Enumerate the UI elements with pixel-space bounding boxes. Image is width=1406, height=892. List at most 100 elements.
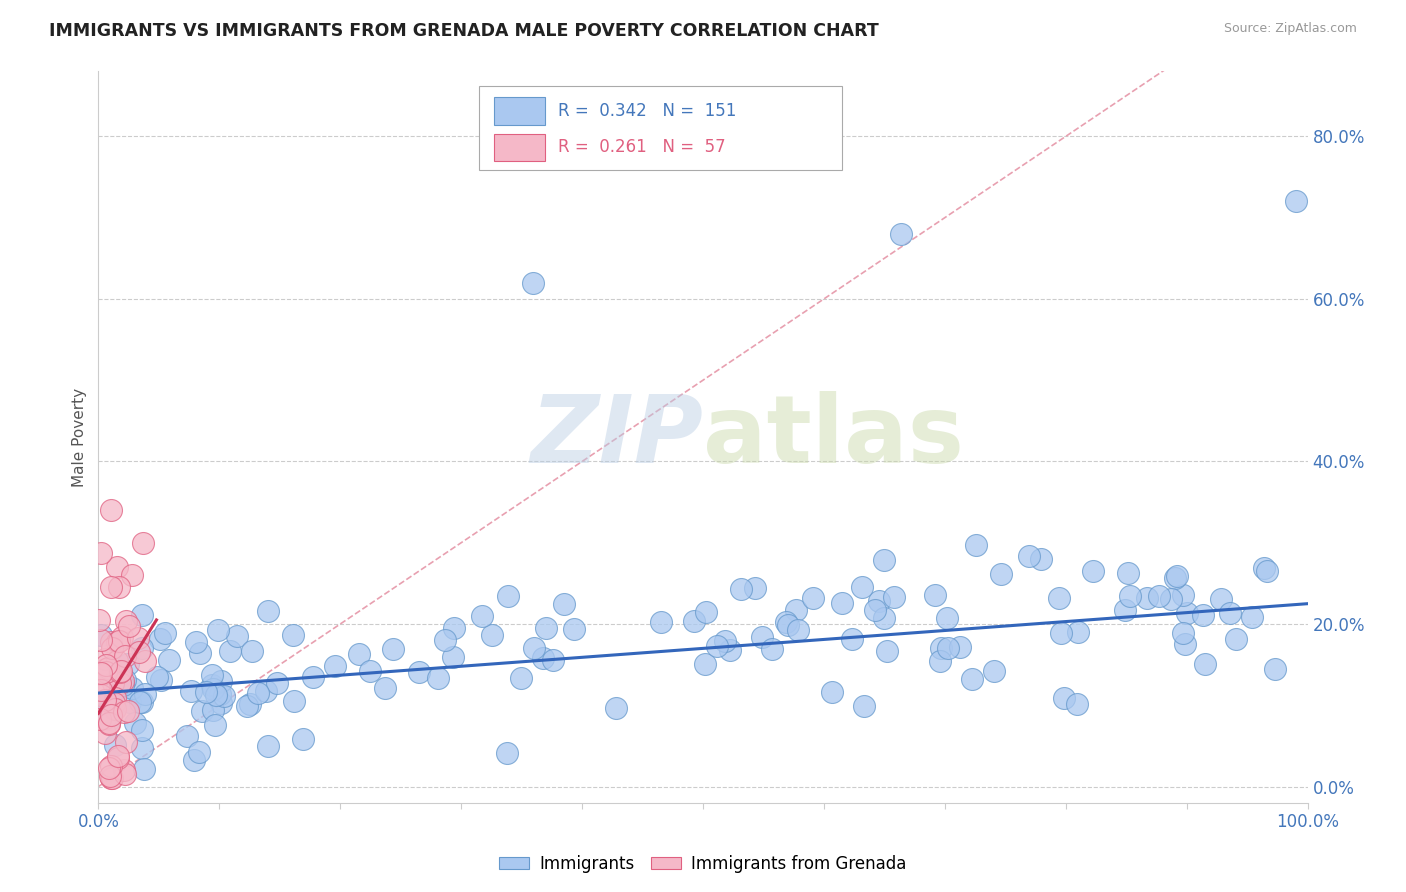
Point	[90, 665, 112, 680]
FancyBboxPatch shape	[494, 134, 544, 161]
Point	[188, 647, 211, 661]
Point	[714, 633, 737, 648]
Point	[90, 628, 112, 642]
Point	[201, 678, 224, 692]
Point	[149, 673, 172, 687]
Point	[105, 560, 128, 574]
Point	[706, 639, 728, 653]
Point	[1240, 609, 1263, 624]
Point	[114, 673, 136, 688]
Point	[180, 684, 202, 698]
Point	[1163, 570, 1185, 584]
Point	[1175, 606, 1198, 620]
Point	[98, 768, 121, 782]
Point	[115, 735, 138, 749]
Point	[100, 634, 122, 648]
Point	[108, 665, 131, 680]
Point	[246, 686, 269, 700]
Point	[188, 745, 211, 759]
Point	[441, 649, 464, 664]
Point	[1049, 625, 1071, 640]
Point	[562, 622, 585, 636]
Point	[1049, 591, 1071, 605]
Point	[112, 678, 135, 692]
Point	[1253, 561, 1275, 575]
Point	[149, 632, 172, 646]
Point	[145, 670, 167, 684]
Point	[553, 597, 575, 611]
Point	[128, 695, 150, 709]
Point	[374, 681, 396, 695]
Point	[101, 641, 124, 656]
Point	[94, 662, 117, 676]
Point	[105, 681, 128, 695]
Point	[104, 690, 127, 705]
Point	[194, 685, 217, 699]
Point	[107, 634, 129, 648]
Point	[117, 657, 139, 671]
Point	[1173, 626, 1195, 640]
Point	[209, 696, 232, 710]
Point	[103, 676, 125, 690]
Point	[1194, 657, 1216, 671]
Point	[104, 701, 127, 715]
Point	[134, 687, 156, 701]
Text: R =  0.261   N =  57: R = 0.261 N = 57	[558, 138, 725, 156]
Point	[112, 705, 135, 719]
Point	[121, 568, 143, 582]
Point	[201, 668, 224, 682]
Point	[107, 749, 129, 764]
Point	[131, 695, 153, 709]
Legend: Immigrants, Immigrants from Grenada: Immigrants, Immigrants from Grenada	[492, 848, 914, 880]
Point	[924, 588, 946, 602]
Point	[114, 767, 136, 781]
Point	[108, 580, 131, 594]
Point	[801, 591, 824, 606]
Point	[821, 684, 844, 698]
Point	[89, 546, 111, 560]
Text: ZIP: ZIP	[530, 391, 703, 483]
Point	[127, 631, 149, 645]
Point	[408, 665, 430, 679]
Point	[235, 699, 257, 714]
Point	[131, 607, 153, 622]
Point	[103, 696, 125, 710]
Point	[128, 645, 150, 659]
Point	[1116, 566, 1139, 580]
Text: atlas: atlas	[703, 391, 965, 483]
Text: Source: ZipAtlas.com: Source: ZipAtlas.com	[1223, 22, 1357, 36]
Point	[93, 652, 115, 666]
Point	[852, 699, 875, 714]
Point	[1018, 549, 1040, 564]
Point	[240, 643, 263, 657]
Point	[531, 651, 554, 665]
Point	[359, 664, 381, 678]
Point	[1136, 591, 1159, 605]
Point	[108, 676, 131, 690]
Point	[91, 667, 114, 681]
Point	[776, 618, 799, 632]
Point	[209, 687, 232, 701]
Point	[184, 635, 207, 649]
Point	[96, 665, 118, 679]
FancyBboxPatch shape	[494, 97, 544, 125]
Point	[730, 582, 752, 596]
Point	[104, 738, 127, 752]
Point	[100, 581, 122, 595]
Point	[1081, 564, 1104, 578]
Point	[94, 693, 117, 707]
Point	[785, 603, 807, 617]
Point	[1225, 632, 1247, 646]
Point	[1066, 697, 1088, 711]
Point	[100, 758, 122, 772]
Point	[100, 707, 122, 722]
Point	[98, 761, 121, 775]
Point	[107, 751, 129, 765]
Point	[281, 627, 304, 641]
Point	[1031, 551, 1053, 566]
Point	[851, 580, 873, 594]
Point	[683, 614, 706, 628]
Point	[650, 615, 672, 630]
Point	[94, 658, 117, 673]
Point	[1053, 691, 1076, 706]
